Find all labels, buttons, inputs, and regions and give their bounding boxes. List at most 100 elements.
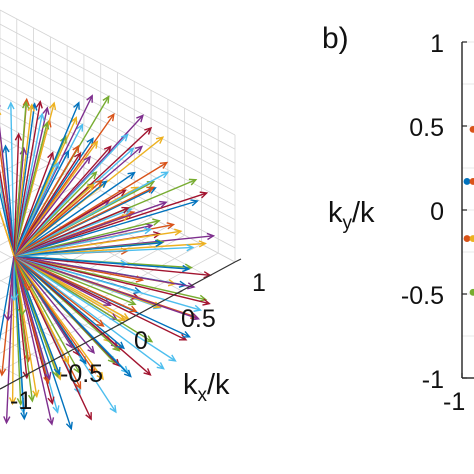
data-point xyxy=(469,235,474,242)
arrow-head xyxy=(0,368,7,377)
arrow xyxy=(13,227,153,257)
arrow xyxy=(13,171,170,257)
arrow-head xyxy=(143,368,152,376)
arrow-head xyxy=(42,121,50,130)
arrow xyxy=(7,101,15,257)
arrow-shaft xyxy=(13,171,169,257)
arrow-shaft xyxy=(13,255,95,354)
arrow xyxy=(13,151,82,257)
data-point xyxy=(469,178,474,185)
arrow-shaft xyxy=(13,228,151,257)
grid-line xyxy=(0,94,236,221)
grid-line xyxy=(0,251,129,321)
arrow-shaft xyxy=(13,145,80,257)
arrow xyxy=(13,255,211,306)
arrow xyxy=(13,255,70,365)
arrow-shaft xyxy=(13,255,136,305)
arrow-head xyxy=(96,319,105,328)
arrow-head xyxy=(3,416,11,425)
arrow-shaft xyxy=(13,220,160,257)
panel-b-y-tick-labels: 1 0.5 0 -0.5 -1 xyxy=(401,30,444,394)
arrow-head xyxy=(44,371,52,381)
y-tick-label: 0.5 xyxy=(409,114,444,142)
arrow-head xyxy=(22,100,30,109)
arrow-shaft xyxy=(13,230,181,257)
arrow-shaft xyxy=(13,255,23,316)
arrow-head xyxy=(107,112,115,122)
arrow-head xyxy=(22,97,30,107)
arrow xyxy=(13,255,203,312)
arrow-shaft xyxy=(13,207,129,257)
arrow-shaft xyxy=(13,102,80,257)
arrow xyxy=(13,255,201,321)
panel-a-x-axis-label: kx/k xyxy=(183,369,230,406)
grid-line xyxy=(0,51,236,178)
arrow-shaft xyxy=(13,255,132,377)
arrow-head xyxy=(136,114,144,123)
data-point xyxy=(469,288,474,296)
arrow xyxy=(13,100,43,257)
arrow-head xyxy=(166,222,176,230)
arrow-shaft xyxy=(13,255,69,364)
arrow xyxy=(13,155,91,257)
panel-a-3d-plot: 1 0.5 0 -0.5 -1 kx/k xyxy=(0,9,266,431)
arrow xyxy=(13,255,196,290)
arrow-shaft xyxy=(13,255,189,270)
arrow xyxy=(13,183,95,257)
data-point xyxy=(469,125,474,133)
panel-b-points xyxy=(463,125,474,296)
arrow-shaft xyxy=(13,255,104,380)
arrow xyxy=(13,244,195,257)
arrow-head xyxy=(168,354,177,362)
arrow-shaft xyxy=(0,190,15,257)
grid-line xyxy=(0,66,236,192)
arrow xyxy=(13,255,191,273)
arrow-head xyxy=(47,396,55,406)
arrow-head xyxy=(59,134,67,144)
arrow xyxy=(13,171,136,257)
arrow-head xyxy=(90,140,99,149)
arrow-head xyxy=(65,421,73,431)
arrow-head xyxy=(156,362,165,370)
arrow-head xyxy=(46,417,55,426)
arrow xyxy=(13,218,161,257)
arrow-shaft xyxy=(13,156,91,257)
arrow xyxy=(13,255,138,313)
arrow-shaft xyxy=(13,102,27,257)
arrow-head xyxy=(174,228,183,236)
arrow-shaft xyxy=(13,186,154,257)
arrow-head xyxy=(116,341,126,350)
arrow-shaft xyxy=(13,255,80,374)
arrow xyxy=(13,100,30,257)
arrow-head xyxy=(109,404,117,414)
arrow-head xyxy=(42,106,50,115)
arrow xyxy=(13,239,164,257)
arrow-head xyxy=(53,366,61,376)
arrow xyxy=(13,199,199,257)
arrow-head xyxy=(178,333,188,341)
arrow-head xyxy=(89,171,98,180)
arrow xyxy=(0,168,15,257)
panel-b-label: b) xyxy=(322,22,349,55)
panel-a-x-tick-labels: 1 0.5 0 -0.5 -1 xyxy=(10,269,266,415)
arrow-head xyxy=(62,355,70,365)
arrow-head xyxy=(14,132,23,141)
arrow-head xyxy=(202,298,211,306)
x-tick-label: 0.5 xyxy=(181,305,216,333)
arrow-head xyxy=(120,133,129,142)
arrow-shaft xyxy=(13,255,104,327)
arrow-head xyxy=(32,389,40,399)
arrow-head xyxy=(35,100,43,109)
arrow xyxy=(13,145,112,257)
arrow-head xyxy=(7,101,15,110)
arrow-shaft xyxy=(13,145,112,257)
arrow-head xyxy=(20,412,28,421)
arrow-shaft xyxy=(13,201,167,257)
arrow-head xyxy=(144,126,153,135)
arrow-shaft xyxy=(0,168,15,257)
arrow-head xyxy=(2,144,10,153)
arrow xyxy=(13,191,209,257)
arrow-head xyxy=(73,365,81,375)
arrow-head xyxy=(112,358,121,367)
arrow-shaft xyxy=(13,172,135,257)
